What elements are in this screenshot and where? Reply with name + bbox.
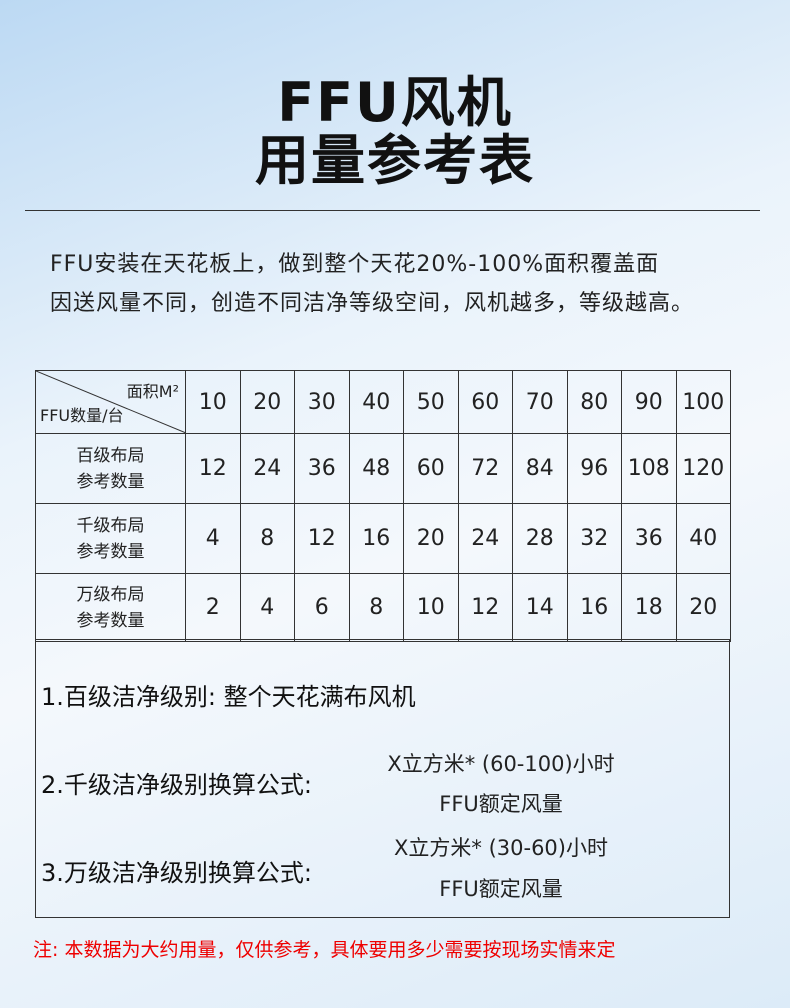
qty-cell: 8 bbox=[239, 503, 295, 574]
notes-box: 1.百级洁净级别: 整个天花满布风机 2.千级洁净级别换算公式: X立方米* (… bbox=[35, 639, 730, 918]
table-row: 百级布局 参考数量 12 24 36 48 60 72 84 96 108 120 bbox=[35, 433, 731, 504]
qty-cell: 32 bbox=[566, 503, 622, 574]
qty-cell: 14 bbox=[512, 573, 568, 642]
row-label-line2: 参考数量 bbox=[76, 471, 145, 492]
qty-cell: 72 bbox=[457, 433, 513, 504]
area-header: 10 bbox=[185, 370, 241, 434]
qty-cell: 24 bbox=[239, 433, 295, 504]
title-line2: 用量参考表 bbox=[255, 129, 535, 192]
corner-qty-label: FFU数量/台 bbox=[40, 406, 124, 425]
qty-cell: 16 bbox=[566, 573, 622, 642]
qty-cell: 12 bbox=[294, 503, 350, 574]
row-label-line1: 万级布局 bbox=[76, 584, 145, 605]
qty-cell: 6 bbox=[294, 573, 350, 642]
footnote: 注: 本数据为大约用量，仅供参考，具体要用多少需要按现场实情来定 bbox=[33, 939, 616, 961]
qty-cell: 20 bbox=[675, 573, 731, 642]
area-header: 90 bbox=[621, 370, 677, 434]
note-2-numerator: X立方米* (60-100)小时 bbox=[387, 752, 615, 776]
area-header: 50 bbox=[403, 370, 459, 434]
ffu-table: 面积M² FFU数量/台 10 20 30 40 50 60 70 80 90 … bbox=[35, 370, 731, 642]
qty-cell: 20 bbox=[403, 503, 459, 574]
table-row: 万级布局 参考数量 2 4 6 8 10 12 14 16 18 20 bbox=[35, 573, 731, 642]
qty-cell: 10 bbox=[403, 573, 459, 642]
area-header: 30 bbox=[294, 370, 350, 434]
row-label: 千级布局 参考数量 bbox=[35, 503, 186, 574]
row-label-line2: 参考数量 bbox=[76, 610, 145, 631]
qty-cell: 60 bbox=[403, 433, 459, 504]
qty-cell: 36 bbox=[294, 433, 350, 504]
qty-cell: 18 bbox=[621, 573, 677, 642]
area-header: 100 bbox=[675, 370, 731, 434]
note-3-numerator: X立方米* (30-60)小时 bbox=[394, 836, 608, 860]
qty-cell: 4 bbox=[239, 573, 295, 642]
row-label: 万级布局 参考数量 bbox=[35, 573, 186, 642]
area-header: 70 bbox=[512, 370, 568, 434]
qty-cell: 4 bbox=[185, 503, 241, 574]
qty-cell: 12 bbox=[457, 573, 513, 642]
intro-line2: 因送风量不同，创造不同洁净等级空间，风机越多，等级越高。 bbox=[50, 291, 695, 316]
note-2-denominator: FFU额定风量 bbox=[439, 792, 563, 816]
corner-area-label: 面积M² bbox=[126, 382, 179, 401]
qty-cell: 8 bbox=[348, 573, 404, 642]
qty-cell: 28 bbox=[512, 503, 568, 574]
area-header: 80 bbox=[566, 370, 622, 434]
qty-cell: 16 bbox=[348, 503, 404, 574]
area-header: 20 bbox=[239, 370, 295, 434]
qty-cell: 36 bbox=[621, 503, 677, 574]
qty-cell: 24 bbox=[457, 503, 513, 574]
divider bbox=[25, 210, 760, 211]
area-header: 60 bbox=[457, 370, 513, 434]
row-label-line1: 千级布局 bbox=[76, 515, 145, 536]
area-header: 40 bbox=[348, 370, 404, 434]
note-2: 2.千级洁净级别换算公式: bbox=[41, 771, 312, 799]
qty-cell: 2 bbox=[185, 573, 241, 642]
qty-cell: 120 bbox=[675, 433, 731, 504]
row-label: 百级布局 参考数量 bbox=[35, 433, 186, 504]
note-3: 3.万级洁净级别换算公式: bbox=[41, 859, 312, 887]
qty-cell: 48 bbox=[348, 433, 404, 504]
title-line1: FFU风机 bbox=[277, 71, 513, 134]
intro-line1: FFU安装在天花板上，做到整个天花20%-100%面积覆盖面 bbox=[50, 252, 660, 277]
row-label-line1: 百级布局 bbox=[76, 445, 145, 466]
qty-cell: 12 bbox=[185, 433, 241, 504]
note-3-denominator: FFU额定风量 bbox=[439, 877, 563, 901]
table-row: 千级布局 参考数量 4 8 12 16 20 24 28 32 36 40 bbox=[35, 503, 731, 574]
qty-cell: 84 bbox=[512, 433, 568, 504]
qty-cell: 96 bbox=[566, 433, 622, 504]
corner-cell: 面积M² FFU数量/台 bbox=[35, 370, 186, 434]
qty-cell: 108 bbox=[621, 433, 677, 504]
row-label-line2: 参考数量 bbox=[76, 541, 145, 562]
note-1: 1.百级洁净级别: 整个天花满布风机 bbox=[41, 683, 416, 711]
qty-cell: 40 bbox=[675, 503, 731, 574]
